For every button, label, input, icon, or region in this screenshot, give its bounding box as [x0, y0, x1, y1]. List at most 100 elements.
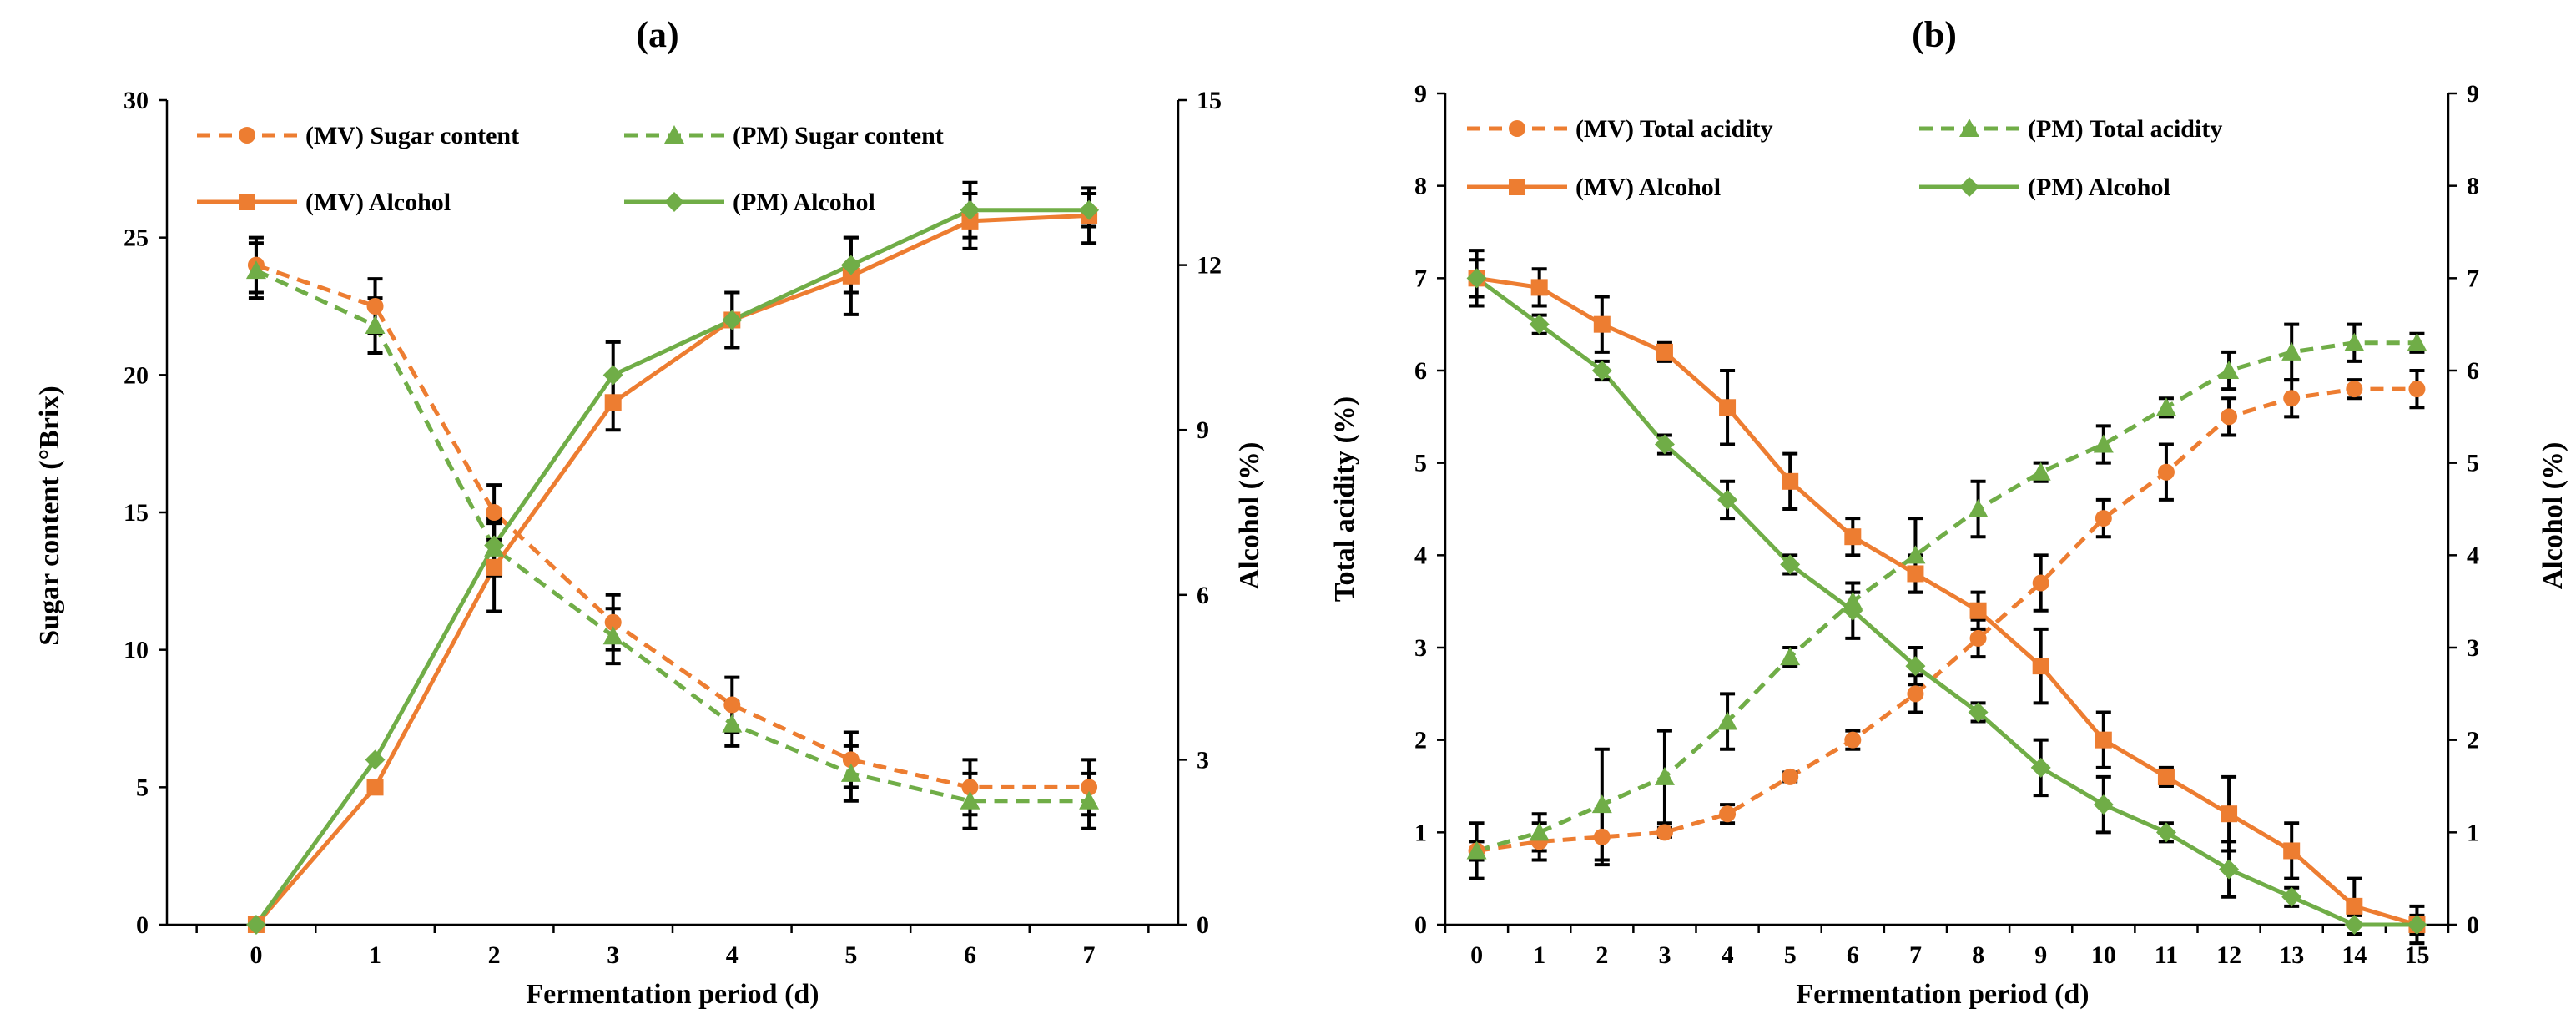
- panel-a-ytick-left-label: 10: [124, 637, 149, 664]
- panel-b-xtick-label: 9: [2034, 941, 2047, 969]
- panel-a-series-0-point: [366, 298, 384, 315]
- panel-b-xtick-label: 14: [2342, 941, 2367, 969]
- panel-b-series-3-point: [1654, 434, 1675, 455]
- panel-b-series-1-point: [1654, 766, 1675, 785]
- panel-b-xtick-label: 8: [1972, 941, 1984, 969]
- panel-a-series-0-point: [961, 779, 979, 796]
- panel-a-ytick-left-label: 25: [124, 224, 149, 252]
- panel-b-series-3-point: [1591, 361, 1612, 381]
- panel-a-series-2-point: [604, 394, 622, 411]
- panel-b-series-2-point: [1656, 343, 1673, 361]
- panel-a-series-2-point: [961, 212, 979, 230]
- panel-b-series-0-point: [2408, 381, 2426, 398]
- panel-a-series-3-point: [245, 915, 266, 935]
- panel-b-series-0-point: [1844, 731, 1862, 749]
- panel-b-ytick-left-label: 5: [1414, 450, 1427, 477]
- panel-b-series-2-point: [2283, 842, 2301, 860]
- panel-b-ytick-right-label: 8: [2467, 173, 2479, 200]
- panel-a-series-1-point: [840, 763, 861, 782]
- panel-a-ytick-left-label: 0: [136, 911, 149, 939]
- panel-a-xtick-label: 7: [1083, 941, 1096, 969]
- panel-b-ytick-left-label: 8: [1414, 173, 1427, 200]
- panel-b-series-1-point: [1968, 499, 1989, 517]
- panel-b-series-1-point: [2219, 361, 2240, 379]
- panel-b-series-2-point: [1530, 279, 1548, 296]
- panel-b-ytick-left-label: 0: [1414, 911, 1427, 939]
- panel-b-series-0-point: [2221, 408, 2238, 426]
- legend-a-series-0-marker: [239, 127, 255, 144]
- panel-b-series-2-point: [2157, 768, 2175, 785]
- panel-b-ytick-left-label: 1: [1414, 819, 1427, 846]
- panel-a-series-0-point: [723, 696, 741, 714]
- panel-a-xtick-label: 2: [488, 941, 501, 969]
- panel-a-xtick-label: 3: [607, 941, 619, 969]
- legend-a-series-1-marker: [664, 125, 684, 144]
- panel-a-series-2-line: [255, 213, 1090, 926]
- panel-a-title: (a): [636, 14, 678, 55]
- panel-a-series-3-point: [1079, 199, 1100, 220]
- panel-a-series-0-line: [255, 263, 1090, 789]
- legend-a-series-2-marker: [239, 194, 255, 210]
- legend-b-series-1-marker: [1959, 119, 1979, 137]
- panel-b-series-3-point: [2155, 822, 2176, 843]
- panel-b-series-0-point: [1656, 824, 1673, 841]
- legend-a-mv-alcohol-label: (MV) Alcohol: [305, 189, 451, 216]
- panel-a-series-1-point: [722, 714, 743, 733]
- panel-a-series-0-point: [604, 613, 622, 631]
- panel-b-series-1-point: [2407, 332, 2427, 351]
- panel-b-xtick-label: 15: [2404, 941, 2429, 969]
- panel-a-series-2-point: [842, 267, 860, 285]
- panel-b-ytick-right-label: 1: [2467, 819, 2479, 846]
- panel-b-series-2-line: [1476, 275, 2418, 927]
- panel-a-ytick-left-label: 5: [136, 774, 149, 801]
- panel-b-series-0-point: [2095, 510, 2112, 527]
- panel-b-series-2-point: [2221, 805, 2238, 823]
- panel-b-series-2-point: [1782, 472, 1799, 490]
- panel-b-series-1-point: [1780, 647, 1801, 666]
- legend-b-pm-alcohol-label: (PM) Alcohol: [2028, 174, 2170, 201]
- panel-b-series-2-point: [1907, 565, 1924, 583]
- panel-b-series-3-line: [1475, 276, 2417, 927]
- panel-b-series-0-line: [1476, 386, 2417, 853]
- panel-b-series-0-point: [2346, 381, 2363, 398]
- panel-a-series-1-point: [365, 315, 386, 335]
- panel-b-ytick-right-label: 7: [2467, 265, 2479, 292]
- panel-b-series-1-point: [2093, 434, 2114, 453]
- panel-b-series-1-point: [1529, 822, 1550, 841]
- legend-a-mv-sugar-label: (MV) Sugar content: [305, 122, 519, 149]
- panel-b-series-1-line: [1475, 340, 2417, 853]
- panel-b-xtick-label: 12: [2216, 941, 2241, 969]
- panel-a-xtick-label: 0: [250, 941, 262, 969]
- panel-b-series-0-point: [1907, 685, 1924, 703]
- panel-b-xtick-label: 13: [2279, 941, 2304, 969]
- panel-b-series-2-point: [2095, 731, 2112, 749]
- panel-a-series-3-point: [602, 365, 623, 386]
- panel-b-series-3-point: [1717, 489, 1738, 510]
- panel-b-series-1-point: [1717, 711, 1738, 730]
- panel-b-xlabel: Fermentation period (d): [1796, 979, 2089, 1010]
- panel-a-xtick-label: 4: [726, 941, 739, 969]
- panel-b-series-2-point: [1593, 315, 1611, 333]
- panel-b-series-3-point: [1905, 656, 1926, 677]
- legend-b-pm-acidity-label: (PM) Total acidity: [2028, 115, 2222, 143]
- panel-a-xtick-label: 5: [844, 941, 857, 969]
- panel-b-xtick-label: 2: [1596, 941, 1608, 969]
- panel-b-series-3-point: [1843, 600, 1863, 621]
- panel-a-series-1-point: [1079, 790, 1100, 810]
- panel-b-ytick-right-label: 2: [2467, 727, 2479, 754]
- panel-b-series-0-point: [2283, 390, 2301, 407]
- legend-b-series-0-marker: [1509, 120, 1525, 137]
- panel-b-series-1-point: [1843, 591, 1863, 610]
- panel-b-series-1-point: [1591, 794, 1612, 814]
- panel-b-xtick-label: 11: [2155, 941, 2178, 969]
- panel-b-xtick-label: 10: [2091, 941, 2116, 969]
- panel-b-ylabel-right: Alcohol (%): [2538, 442, 2568, 590]
- panel-b-series-1-point: [2344, 332, 2365, 351]
- legend-a-pm-sugar-label: (PM) Sugar content: [733, 122, 944, 149]
- panel-b-xtick-label: 6: [1847, 941, 1859, 969]
- panel-b-series-0-point: [1593, 828, 1611, 845]
- panel-a-series-0-point: [486, 504, 503, 521]
